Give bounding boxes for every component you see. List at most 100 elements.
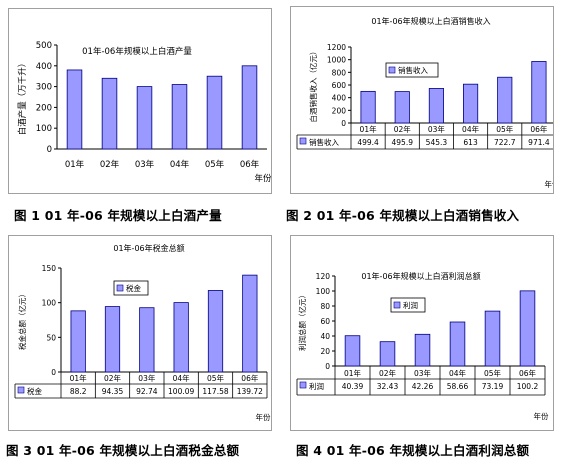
data-label: 32.43: [377, 382, 399, 391]
x-axis-title: 年份: [534, 411, 549, 421]
chart-2-svg: 01年-06年规模以上白酒销售收入 0 200 400 600 800 1000 1200 白酒…: [296, 16, 554, 189]
bar: [463, 83, 479, 124]
bar: [104, 306, 121, 373]
y-tick-label: 1200: [327, 43, 346, 52]
x-tick-label: 06年: [240, 159, 260, 170]
y-tick-label: 120: [316, 272, 331, 281]
caption-3: 图 3 01 年-06 年规模以上白酒税金总额: [6, 443, 240, 458]
x-tick-label: 04年: [462, 124, 480, 134]
legend-label: 税金: [126, 283, 141, 293]
caption-1: 图 1 01 年-06 年规模以上白酒产量: [14, 208, 222, 223]
x-tick-label: 06年: [530, 124, 548, 134]
table-series-key: [17, 386, 25, 394]
bar: [449, 321, 466, 367]
y-tick-label: 40: [320, 332, 330, 341]
data-label: 613: [463, 138, 478, 147]
data-label: 40.39: [342, 382, 364, 391]
caption-4: 图 4 01 年-06 年规模以上白酒利润总额: [296, 443, 530, 458]
data-label: 971.4: [528, 138, 550, 147]
bar: [344, 335, 361, 367]
data-label: 58.66: [447, 382, 469, 391]
y-tick-label: 0: [51, 368, 56, 377]
data-label: 92.74: [136, 387, 158, 396]
x-axis-title: 年份: [545, 179, 554, 189]
x-tick-label: 02年: [379, 368, 397, 378]
chart-title: 01年-06年税金总额: [113, 243, 184, 253]
table-series-key: [299, 381, 307, 389]
x-tick-label: 01年: [70, 373, 88, 383]
bar: [394, 91, 410, 124]
x-tick-label: 03年: [138, 373, 156, 383]
legend-box: [390, 297, 426, 313]
bar: [171, 84, 188, 150]
y-tick-label: 20: [320, 347, 330, 356]
table-series-name: 利润: [309, 381, 324, 391]
x-tick-label: 03年: [135, 159, 155, 170]
y-tick-label: 0: [325, 362, 330, 371]
y-axis-title: 白酒产量（万千升）: [17, 59, 28, 136]
y-tick-label: 800: [332, 68, 347, 77]
table-series-name: 税金: [27, 386, 42, 396]
x-tick-label: 05年: [484, 368, 502, 378]
bar: [414, 333, 431, 367]
x-tick-label: 05年: [207, 373, 225, 383]
x-tick-label: 02年: [100, 159, 120, 170]
chart-panel-4: 01年-06年规模以上白酒利润总额 0 20 40 60 80 100 120 利润总额（亿元）…: [290, 235, 554, 431]
y-tick-label: 150: [42, 264, 57, 273]
y-tick-label: 100: [316, 287, 331, 296]
legend-box: [113, 280, 149, 296]
y-axis-title: 利润总额（亿元）: [297, 291, 307, 351]
y-tick-label: 300: [36, 83, 52, 93]
data-label: 499.4: [357, 138, 379, 147]
bar: [360, 90, 376, 124]
x-tick-label: 01年: [344, 368, 362, 378]
y-tick-label: 50: [46, 333, 56, 342]
bar: [497, 76, 513, 124]
y-axis-title: 税金总额（亿元）: [17, 290, 27, 350]
bar: [428, 88, 444, 124]
bar: [70, 310, 86, 373]
y-tick-label: 1000: [327, 56, 346, 65]
x-tick-label: 06年: [241, 373, 259, 383]
y-tick-label: 600: [332, 81, 347, 90]
chart-4-svg: 01年-06年规模以上白酒利润总额 0 20 40 60 80 100 120 利润总额（亿元）…: [296, 271, 549, 421]
legend-box: [385, 62, 439, 78]
data-label: 100.09: [168, 387, 194, 396]
x-tick-label: 04年: [449, 368, 467, 378]
bar: [206, 75, 223, 150]
chart-title: 01年-06年规模以上白酒产量: [82, 46, 192, 57]
x-tick-label: 02年: [394, 124, 412, 134]
y-tick-label: 400: [332, 94, 347, 103]
y-tick-label: 400: [36, 62, 52, 72]
x-tick-label: 04年: [173, 373, 191, 383]
data-label: 42.26: [412, 382, 434, 391]
table-series-name: 销售收入: [309, 137, 339, 147]
data-label: 100.2: [517, 382, 539, 391]
y-tick-label: 200: [36, 103, 52, 113]
x-tick-label: 01年: [65, 159, 85, 170]
bar: [66, 69, 83, 150]
y-tick-label: 500: [36, 41, 52, 51]
legend-swatch: [388, 66, 396, 74]
chart-panel-2: 01年-06年规模以上白酒销售收入 0 200 400 600 800 1000 1200 白酒…: [290, 6, 554, 194]
x-axis-title: 年份: [254, 173, 271, 184]
bar: [207, 290, 224, 373]
chart-3-svg: 01年-06年税金总额 0 50 100 150 税金总额（亿元） 01年 02年 03年 04年…: [14, 243, 271, 422]
legend-swatch: [393, 301, 401, 309]
bar: [101, 77, 118, 150]
bar: [484, 310, 501, 367]
y-tick-label: 100: [42, 299, 57, 308]
data-label: 722.7: [494, 138, 516, 147]
data-label: 94.35: [102, 387, 124, 396]
chart-panel-1: 01年-06年规模以上白酒产量 0 100 200 300 400 500 白酒产量（万千升）…: [8, 8, 272, 194]
y-tick-label: 0: [47, 145, 52, 155]
y-tick-label: 100: [36, 124, 52, 134]
bar: [136, 86, 153, 150]
legend-label: 销售收入: [398, 65, 428, 75]
data-label: 545.3: [426, 138, 448, 147]
chart-1-svg: 01年-06年规模以上白酒产量 0 100 200 300 400 500 白酒产量（万千升）…: [17, 41, 271, 184]
caption-2: 图 2 01 年-06 年规模以上白酒销售收入: [286, 208, 520, 223]
legend-label: 利润: [403, 300, 418, 310]
bar: [379, 341, 396, 367]
y-tick-label: 60: [320, 317, 330, 326]
